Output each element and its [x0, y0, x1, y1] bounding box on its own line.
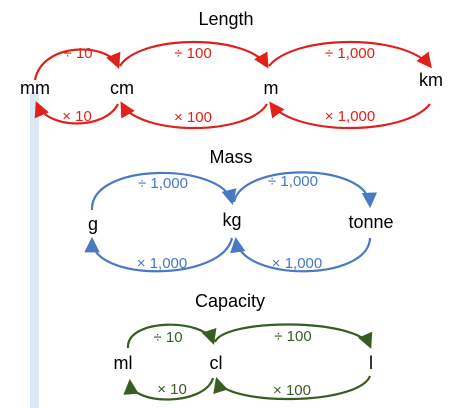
- unit-tonne: tonne: [348, 212, 393, 232]
- unit-kg: kg: [222, 210, 241, 230]
- capacity-divide-label: ÷ 100: [274, 328, 311, 345]
- mass-multiply-label: × 1,000: [272, 255, 322, 272]
- length-multiply-arrow-m-cm: [120, 101, 268, 130]
- unit-l: l: [369, 353, 373, 373]
- unit-mm: mm: [20, 78, 50, 98]
- unit-cm: cm: [110, 78, 134, 98]
- length-divide-label: ÷ 100: [174, 45, 211, 62]
- unit-ml: ml: [114, 353, 133, 373]
- unit-cl: cl: [210, 353, 223, 373]
- mass-title: Mass: [209, 147, 252, 167]
- length-multiply-label: × 10: [62, 108, 92, 125]
- sidebar-strip: [30, 92, 39, 408]
- length-divide-arrow-cm-m: [119, 40, 269, 69]
- mass-divide-arrow-g-kg: [90, 171, 237, 211]
- mass-multiply-arrow-kg-g: [84, 236, 234, 273]
- mass-multiply-label: × 1,000: [137, 255, 187, 272]
- length-divide-arrow-m-km: [268, 40, 432, 69]
- unit-km: km: [419, 70, 443, 90]
- capacity-title: Capacity: [195, 291, 265, 311]
- length-multiply-label: × 1,000: [325, 108, 375, 125]
- unit-g: g: [88, 214, 98, 234]
- mass-section: Mass ÷ 1,000 ÷ 1,000 × 1,000 × 1,000 g k…: [84, 147, 394, 273]
- length-multiply-arrow-cm-mm: [34, 101, 119, 125]
- capacity-section: Capacity ÷ 10 ÷ 100 × 10 × 100 ml cl l: [114, 291, 373, 401]
- capacity-divide-label: ÷ 10: [153, 329, 182, 346]
- length-divide-label: ÷ 1,000: [325, 45, 375, 62]
- mass-divide-arrow-kg-tonne: [232, 171, 378, 209]
- mass-multiply-arrow-tonne-kg: [230, 236, 372, 273]
- length-section: Length ÷ 10 ÷ 100 ÷ 1,000 × 10 × 100 × 1…: [20, 9, 443, 130]
- capacity-multiply-label: × 100: [273, 382, 311, 399]
- length-multiply-label: × 100: [174, 109, 212, 126]
- mass-divide-label: ÷ 1,000: [138, 175, 188, 192]
- length-divide-label: ÷ 10: [63, 45, 92, 62]
- unit-m: m: [264, 78, 279, 98]
- capacity-divide-arrow-ml-cl: [126, 323, 217, 349]
- length-title: Length: [198, 9, 253, 29]
- capacity-multiply-arrow-cl-ml: [123, 377, 215, 401]
- length-multiply-arrow-km-m: [269, 101, 431, 130]
- capacity-multiply-arrow-l-cl: [213, 375, 372, 401]
- length-divide-arrow-mm-cm: [33, 48, 121, 81]
- capacity-multiply-label: × 10: [157, 381, 187, 398]
- mass-divide-label: ÷ 1,000: [268, 173, 318, 190]
- capacity-divide-arrow-cl-l: [213, 323, 373, 349]
